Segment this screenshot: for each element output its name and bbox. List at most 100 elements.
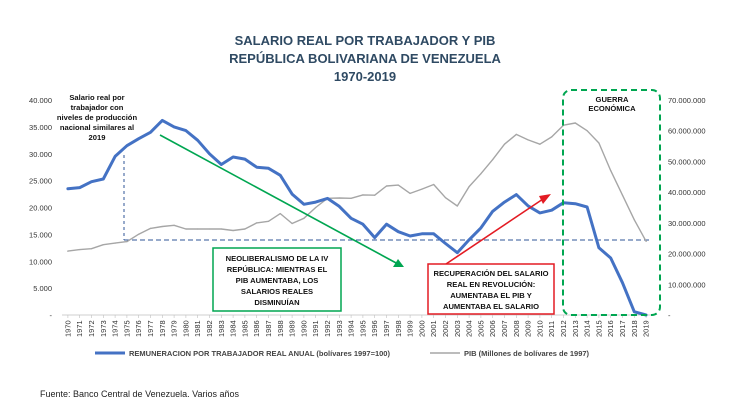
data-point-salario — [161, 119, 163, 122]
x-tick-label: 1994 — [347, 320, 356, 337]
x-tick-label: 1981 — [193, 320, 202, 337]
x-tick-label: 1999 — [406, 320, 415, 337]
data-point-pib — [102, 244, 104, 246]
chart-title-line-3: 1970-2019 — [334, 69, 396, 84]
x-tick-label: 1983 — [217, 320, 226, 337]
data-point-salario — [185, 130, 187, 132]
x-tick-label: 1976 — [134, 320, 143, 337]
x-tick-label: 1992 — [323, 320, 332, 337]
data-point-salario — [138, 138, 140, 140]
x-tick-label: 2016 — [606, 320, 615, 337]
data-point-salario — [149, 131, 152, 133]
series-line-salario — [66, 118, 648, 317]
data-point-pib — [232, 229, 234, 232]
data-point-pib — [527, 139, 529, 141]
neoliberalismo-line-3: PIB AUMENTABA, LOS — [236, 276, 319, 285]
data-point-pib — [468, 186, 470, 188]
top-left-note-line-4: nacional similares al — [60, 123, 134, 132]
data-point-pib — [645, 240, 647, 242]
data-point-pib — [161, 225, 163, 228]
data-point-pib — [244, 228, 246, 230]
x-tick-label: 2013 — [571, 320, 580, 337]
data-point-pib — [503, 143, 506, 145]
x-tick-label: 1974 — [111, 320, 120, 337]
data-point-salario — [90, 181, 93, 183]
neoliberalismo-line-4: SALARIOS REALES — [241, 287, 313, 296]
data-point-salario — [409, 235, 411, 237]
data-point-salario — [374, 237, 376, 239]
green-trend-arrow — [159, 134, 399, 265]
data-point-salario — [279, 174, 281, 176]
recuperacion-line-1: RECUPERACIÓN DEL SALARIO — [433, 269, 548, 278]
data-point-salario — [67, 188, 69, 190]
data-point-salario — [598, 247, 600, 249]
data-point-salario — [421, 233, 423, 235]
x-tick-label: 2004 — [465, 320, 474, 337]
neoliberalismo-box — [212, 247, 342, 312]
data-point-pib — [574, 122, 576, 124]
data-point-salario — [433, 233, 435, 235]
data-point-pib — [586, 130, 588, 132]
x-tick-label: 2019 — [642, 320, 651, 337]
x-tick-label: 2010 — [535, 320, 544, 337]
x-tick-label: 2003 — [453, 320, 462, 337]
right-axis: - 10.000.000 20.000.000 30.000.000 40.000.00… — [668, 96, 706, 320]
data-point-pib — [515, 133, 517, 135]
x-tick-label: 2008 — [512, 320, 521, 337]
chart-title-line-1: SALARIO REAL POR TRABAJADOR Y PIB — [235, 33, 496, 48]
data-point-pib — [138, 233, 140, 235]
right-tick-label: 40.000.000 — [668, 188, 706, 197]
series-layer — [66, 118, 648, 317]
data-point-pib — [421, 188, 423, 190]
data-point-salario — [385, 223, 388, 225]
data-point-salario — [291, 193, 293, 195]
x-tick-label: 1988 — [276, 320, 285, 337]
data-point-pib — [315, 206, 317, 209]
chart-title-line-2: REPÚBLICA BOLIVARIANA DE VENEZUELA — [229, 51, 501, 66]
data-point-pib — [539, 143, 541, 145]
guerra-label-line-2: ECONÓMICA — [588, 104, 636, 113]
series-line-pib — [67, 122, 647, 252]
data-point-pib — [385, 185, 388, 187]
x-tick-label: 1973 — [99, 320, 108, 337]
x-tick-label: 1979 — [170, 320, 179, 337]
x-tick-label: 2014 — [583, 320, 592, 337]
data-point-salario — [232, 156, 234, 158]
data-point-salario — [551, 209, 553, 211]
guerra-economica-box — [562, 89, 661, 316]
x-tick-label: 2009 — [524, 320, 533, 337]
data-point-salario — [574, 203, 576, 205]
data-point-salario — [256, 166, 258, 168]
data-point-salario — [197, 139, 199, 141]
x-axis: 1970 1971 1972 1973 1974 1975 1976 1977 1978 1979… — [63, 315, 651, 337]
x-tick-label: 1990 — [299, 320, 308, 337]
left-tick-label: 20.000 — [29, 204, 52, 213]
data-point-salario — [444, 242, 447, 245]
red-trend-arrow — [445, 196, 547, 265]
data-point-pib — [350, 197, 352, 199]
x-tick-label: 2005 — [476, 320, 485, 337]
data-point-pib — [197, 228, 199, 230]
data-point-salario — [397, 231, 399, 233]
right-tick-label: 30.000.000 — [668, 219, 706, 228]
x-tick-label: 1986 — [252, 320, 261, 337]
data-point-salario — [208, 153, 211, 155]
right-tick-label: 20.000.000 — [668, 250, 706, 259]
data-point-salario — [338, 205, 340, 208]
x-tick-label: 2006 — [488, 320, 497, 337]
x-tick-label: 2017 — [618, 320, 627, 337]
data-point-salario — [633, 311, 635, 313]
data-point-pib — [362, 194, 364, 196]
x-tick-label: 1993 — [335, 320, 344, 337]
data-point-salario — [315, 201, 317, 203]
x-tick-label: 1977 — [146, 320, 155, 337]
data-point-pib — [185, 228, 187, 230]
x-tick-label: 1978 — [158, 320, 167, 337]
data-point-salario — [79, 187, 81, 189]
right-tick-label: 70.000.000 — [668, 96, 706, 105]
x-tick-label: 2012 — [559, 320, 568, 337]
x-tick-label: 2000 — [417, 320, 426, 337]
source-note: Fuente: Banco Central de Venezuela. Vari… — [40, 389, 239, 399]
data-point-salario — [515, 194, 517, 196]
left-tick-label: 25.000 — [29, 177, 52, 186]
